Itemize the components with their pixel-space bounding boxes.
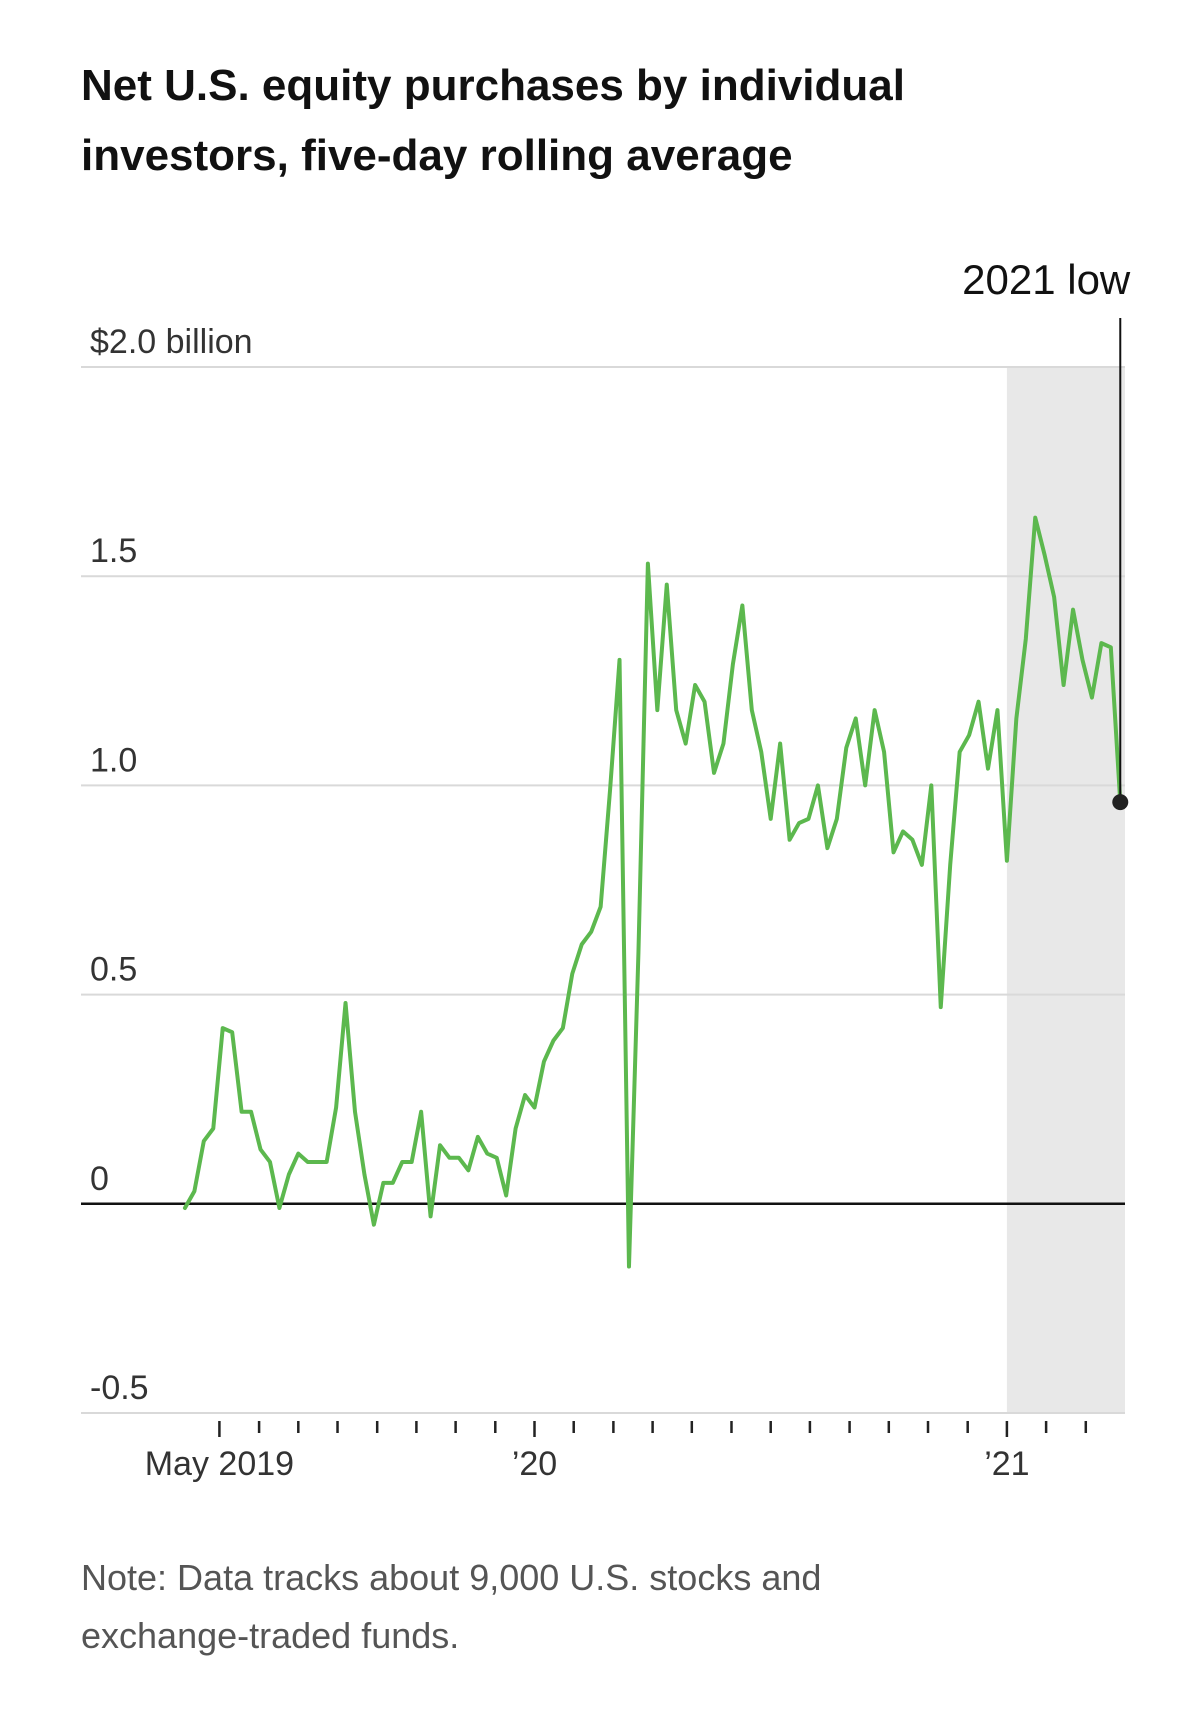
annotation-text: 2021 low [962,256,1131,303]
x-tick-label: May 2019 [145,1445,294,1483]
y-tick-label: 0 [90,1160,109,1198]
chart-title: investors, five-day rolling average [81,131,793,180]
y-tick-label: $2.0 billion [90,323,253,361]
x-tick-label: ’20 [512,1445,557,1483]
x-tick-label: ’21 [984,1445,1029,1483]
y-tick-label: 1.0 [90,741,137,779]
chart-note: Note: Data tracks about 9,000 U.S. stock… [81,1557,821,1598]
data-line [182,515,1123,1269]
y-tick-label: 1.5 [90,532,137,570]
y-tick-label: 0.5 [90,951,137,989]
chart-title: Net U.S. equity purchases by individual [81,61,905,110]
y-tick-label: -0.5 [90,1369,149,1407]
shaded-region [1006,367,1125,1413]
annotation-dot [1112,794,1129,811]
chart-note: exchange-traded funds. [81,1615,459,1656]
